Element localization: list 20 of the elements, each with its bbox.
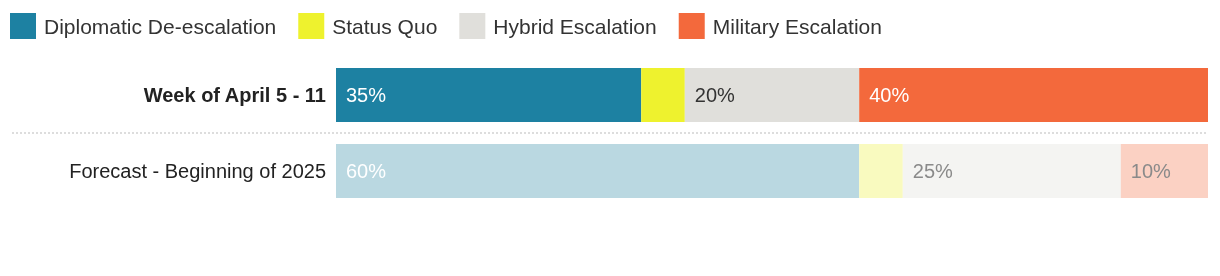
data-label: 25%: [912, 160, 954, 182]
bar: [336, 68, 642, 122]
y-tick-label: Forecast - Beginning of 2025: [69, 160, 326, 182]
bar: [859, 68, 1208, 122]
bar: [859, 144, 903, 198]
bar: [902, 144, 1121, 198]
bar: [1120, 144, 1208, 198]
data-label: 40%: [869, 84, 910, 106]
data-label: 10%: [1130, 160, 1172, 182]
data-label: 60%: [346, 160, 387, 182]
data-label: 20%: [694, 84, 736, 106]
bar: [336, 144, 860, 198]
legend-label: Status Quo: [332, 14, 438, 38]
bar: [684, 68, 860, 122]
bar: [641, 68, 685, 122]
data-label: 35%: [346, 84, 387, 106]
legend-label: Diplomatic De-escalation: [44, 14, 277, 38]
legend-label: Military Escalation: [712, 14, 882, 38]
y-tick-label: Week of April 5 - 11: [143, 84, 326, 106]
legend-label: Hybrid Escalation: [493, 14, 657, 38]
